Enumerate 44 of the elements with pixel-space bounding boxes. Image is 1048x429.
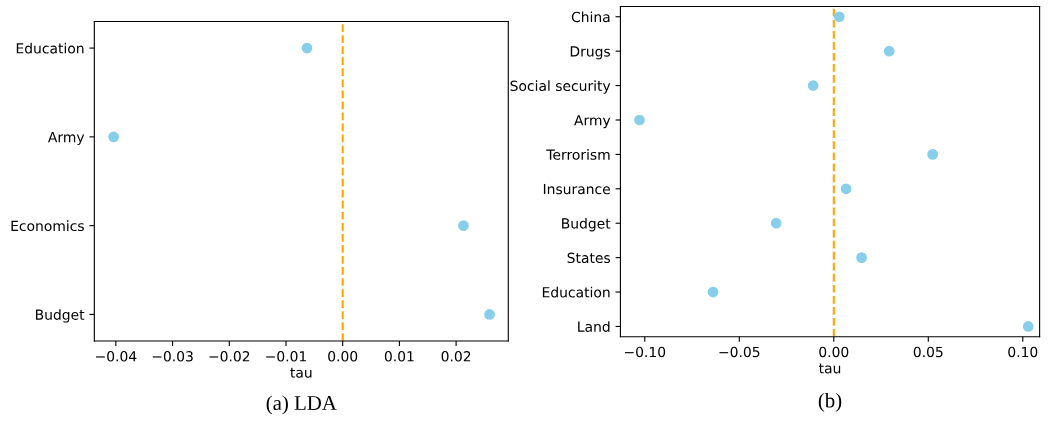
y-tick-label: Terrorism [546, 149, 610, 160]
x-tick-label: −0.10 [624, 346, 666, 358]
x-tick-label: 0.05 [913, 346, 943, 358]
x-tick-label: −0.03 [152, 351, 193, 362]
y-tick-label: Army [574, 115, 611, 129]
point [707, 286, 719, 298]
y-tick-label: Education [16, 42, 84, 54]
y-tick-label: Education [542, 286, 610, 298]
x-tick-label: 0.00 [328, 351, 358, 362]
point [458, 220, 469, 231]
y-tick-label: Budget [562, 217, 611, 232]
y-tick-label: China [571, 11, 610, 23]
x-tick-label: 0.00 [819, 346, 849, 358]
point [484, 309, 495, 320]
point [856, 252, 867, 263]
x-tick-label: −0.02 [209, 351, 250, 362]
point [770, 217, 782, 229]
point [833, 11, 845, 23]
point [108, 131, 119, 143]
y-tick-label: Insurance [543, 183, 610, 195]
x-tick-label: −0.04 [96, 351, 137, 362]
x-axis-title: tau [819, 363, 841, 374]
x-tick-label: −0.01 [266, 351, 306, 362]
y-tick-label: Economics [11, 220, 84, 232]
point [301, 42, 313, 54]
y-tick-label: Army [47, 132, 85, 146]
point [927, 149, 938, 160]
x-tick-label: 0.01 [384, 351, 414, 362]
y-tick-label: Budget [36, 309, 85, 323]
y-tick-label: Drugs [570, 46, 611, 60]
y-tick-label: Land [578, 321, 610, 332]
text: (a) LDA [266, 395, 337, 415]
x-tick-label: 0.10 [1008, 346, 1038, 358]
point [807, 80, 819, 91]
x-axis-title: tau [290, 367, 312, 378]
y-tick-label: Social security [510, 80, 611, 94]
x-tick-label: −0.05 [719, 346, 760, 358]
point [1022, 321, 1034, 332]
point [634, 114, 645, 126]
x-tick-label: 0.02 [441, 351, 471, 362]
point [840, 183, 852, 195]
point [883, 45, 895, 57]
y-tick-label: States [567, 252, 611, 264]
text: (b) [818, 392, 842, 412]
